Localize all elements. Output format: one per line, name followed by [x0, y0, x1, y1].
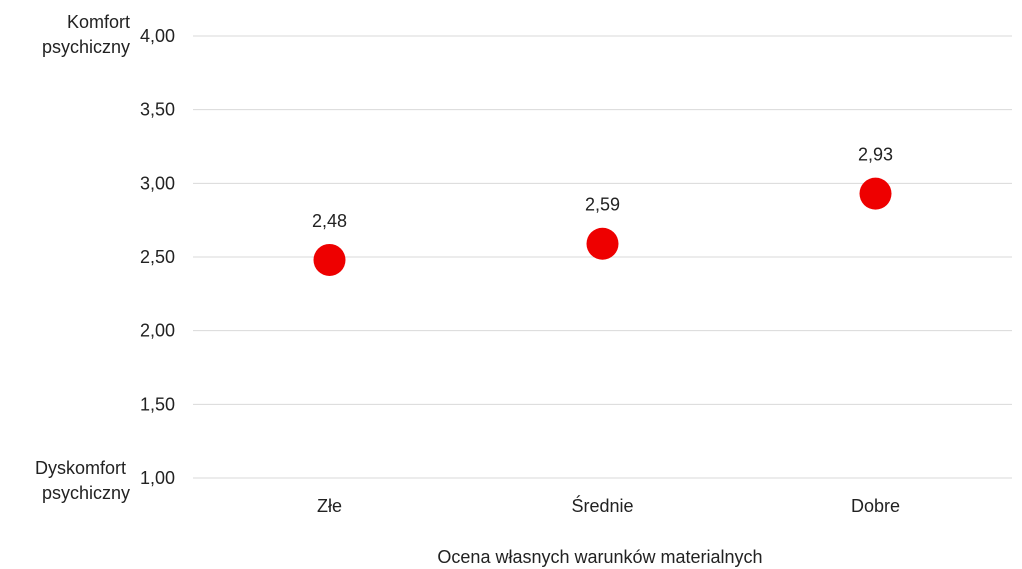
data-label: 2,59 — [585, 195, 620, 215]
x-tick-label: Dobre — [851, 496, 900, 516]
data-point — [314, 244, 346, 276]
y-tick-label: 2,50 — [140, 247, 175, 267]
y-top-label-line-1: Komfort — [67, 12, 130, 32]
x-axis-tick-labels: Złe Średnie Dobre — [317, 495, 900, 516]
data-point — [860, 178, 892, 210]
data-label: 2,48 — [312, 211, 347, 231]
x-tick-label: Złe — [317, 496, 342, 516]
y-axis-end-labels: Komfort psychiczny Dyskomfort psychiczny — [35, 12, 130, 503]
data-label: 2,93 — [858, 145, 893, 165]
x-axis-title: Ocena własnych warunków materialnych — [437, 547, 762, 567]
y-bottom-label-line-2: psychiczny — [42, 483, 130, 503]
y-tick-label: 3,50 — [140, 100, 175, 120]
data-point — [587, 228, 619, 260]
y-tick-label: 4,00 — [140, 26, 175, 46]
y-axis-tick-labels: 1,00 1,50 2,00 2,50 3,00 3,50 4,00 — [140, 26, 175, 488]
y-tick-label: 3,00 — [140, 173, 175, 193]
data-labels: 2,48 2,59 2,93 — [312, 145, 893, 231]
y-top-label-line-2: psychiczny — [42, 37, 130, 57]
x-tick-label: Średnie — [571, 495, 633, 516]
y-tick-label: 1,00 — [140, 468, 175, 488]
y-tick-label: 2,00 — [140, 321, 175, 341]
y-tick-label: 1,50 — [140, 394, 175, 414]
y-bottom-label-line-1: Dyskomfort — [35, 458, 126, 478]
data-points — [314, 178, 892, 276]
